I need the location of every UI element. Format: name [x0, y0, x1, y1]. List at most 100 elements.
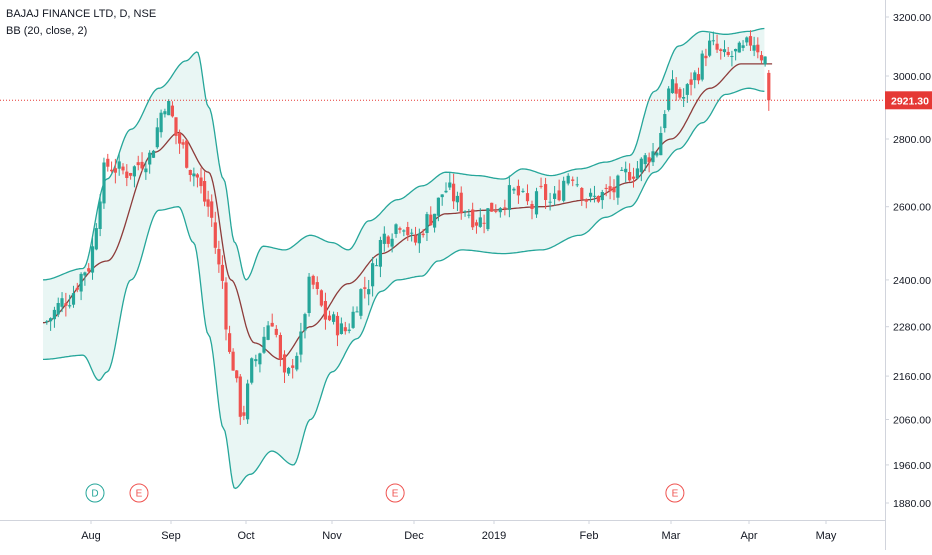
candle-body	[682, 97, 686, 99]
upper-band-line	[42, 27, 765, 281]
candle-body	[121, 166, 125, 171]
candle-body	[674, 83, 678, 94]
candle-body	[228, 333, 232, 352]
candle-body	[612, 187, 616, 193]
candle-body	[498, 208, 502, 213]
candle-body	[748, 36, 753, 46]
candle-body	[155, 127, 159, 148]
candle-body	[378, 240, 382, 267]
candle-body	[503, 207, 507, 209]
event-marker-letter: E	[392, 489, 399, 500]
candle-body	[711, 40, 715, 42]
symbol-title[interactable]: BAJAJ FINANCE LTD, D, NSE	[6, 8, 157, 20]
candle-body	[64, 303, 68, 306]
event-marker-circle	[129, 483, 149, 503]
event-marker[interactable]: D	[85, 483, 105, 503]
candle-body	[530, 204, 534, 209]
candle-body	[343, 327, 347, 332]
candle-body	[363, 287, 367, 289]
candle-body	[734, 49, 738, 52]
candle-body	[231, 351, 235, 371]
event-marker-circle	[85, 483, 105, 503]
candle-body	[79, 273, 83, 292]
x-tick-label: Dec	[404, 530, 424, 542]
candle-body	[663, 114, 667, 129]
candle-body	[282, 354, 287, 373]
event-markers-layer: DEEEE	[85, 483, 685, 503]
candle-body	[274, 328, 278, 335]
candle-body	[270, 322, 274, 327]
lower-band-line	[43, 87, 765, 490]
candle-body	[643, 155, 647, 165]
candle-body	[553, 193, 557, 199]
candle-body	[566, 175, 570, 184]
candle-body	[220, 264, 224, 281]
candle-body	[737, 42, 741, 53]
candle-body	[195, 174, 199, 178]
x-tick-label: Apr	[740, 530, 757, 542]
y-tick-label: 2280.00	[893, 322, 931, 334]
candle-body	[319, 290, 323, 306]
event-marker-circle	[385, 483, 405, 503]
y-tick-label: 1960.00	[893, 460, 931, 472]
event-marker[interactable]: E	[385, 483, 405, 503]
candle-body	[667, 88, 671, 110]
candle-body	[512, 188, 516, 191]
candle-body	[299, 331, 303, 355]
event-marker[interactable]: E	[129, 483, 149, 503]
candle-body	[562, 180, 566, 201]
band-fill	[43, 28, 765, 489]
candle-body	[410, 232, 414, 234]
candle-body	[417, 233, 421, 244]
candle-body	[213, 222, 217, 248]
candle-body	[181, 142, 185, 145]
event-marker[interactable]: E	[665, 483, 685, 503]
candle-body	[206, 199, 210, 207]
candle-body	[589, 192, 593, 197]
candle-body	[670, 79, 675, 94]
last-price-tag-label: 2921.30	[891, 95, 929, 107]
candle-body	[68, 305, 72, 307]
candle-body	[192, 173, 196, 177]
candle-body	[539, 185, 543, 187]
candle-body	[371, 263, 375, 287]
candle-body	[752, 45, 756, 51]
candle-body	[704, 55, 708, 59]
candle-body	[287, 367, 291, 374]
candle-body	[655, 152, 659, 156]
candle-body	[106, 158, 110, 167]
candle-body	[224, 282, 228, 330]
candle-body	[347, 329, 351, 331]
candles-layer	[45, 30, 771, 425]
x-tick-label: May	[816, 530, 837, 542]
candle-body	[647, 157, 651, 163]
candle-body	[494, 210, 498, 212]
candle-body	[452, 183, 456, 202]
candle-body	[52, 309, 56, 320]
y-tick-label: 1880.00	[893, 498, 931, 510]
event-marker-letter: D	[91, 489, 98, 500]
candle-body	[386, 236, 390, 244]
candle-body	[151, 150, 156, 158]
indicator-title[interactable]: BB (20, close, 2)	[6, 25, 88, 37]
last-price-tag: 2921.30	[885, 91, 932, 110]
candle-body	[185, 140, 189, 168]
candle-body	[178, 133, 182, 144]
candle-body	[60, 298, 64, 307]
candle-body	[726, 51, 730, 55]
candle-body	[741, 45, 745, 48]
candle-body	[525, 193, 530, 202]
candle-body	[390, 238, 394, 247]
candle-body	[167, 101, 171, 116]
candle-body	[332, 314, 336, 322]
candle-body	[144, 168, 148, 173]
candle-body	[474, 222, 479, 226]
candle-body	[756, 44, 760, 53]
candle-body	[584, 199, 588, 202]
y-tick-label: 2600.00	[893, 202, 931, 214]
candle-body	[94, 228, 98, 250]
candle-body	[254, 359, 258, 362]
